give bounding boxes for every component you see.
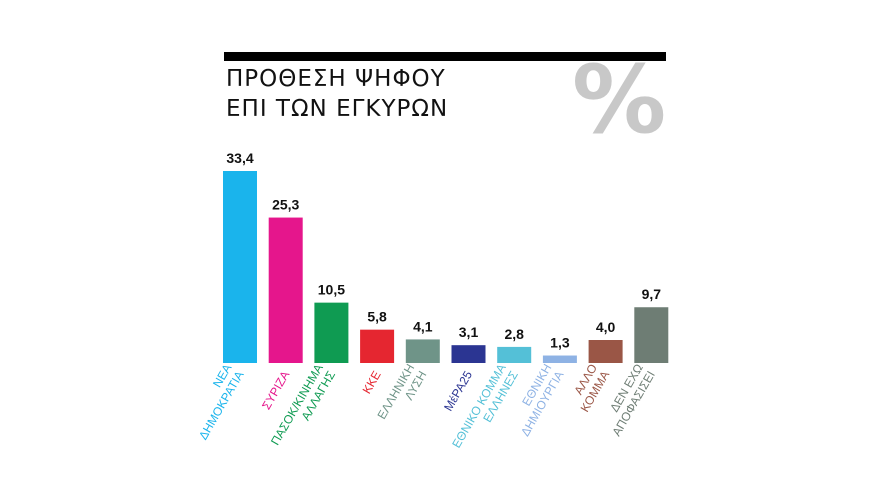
bar-9 xyxy=(634,307,669,363)
value-label-6: 2,8 xyxy=(504,326,524,342)
value-label-4: 4,1 xyxy=(413,318,433,334)
value-label-5: 3,1 xyxy=(459,324,479,340)
category-label-3-line-0: ΚΚΕ xyxy=(360,369,384,397)
bar-6 xyxy=(497,346,532,363)
bar-8 xyxy=(588,340,623,363)
bar-4 xyxy=(405,339,440,363)
bar-2 xyxy=(314,302,349,363)
value-label-9: 9,7 xyxy=(642,286,662,302)
bar-0 xyxy=(223,171,257,363)
value-label-1: 25,3 xyxy=(272,197,299,213)
value-label-2: 10,5 xyxy=(318,282,345,298)
chart-title-line-2: ΕΠΙ ΤΩΝ ΕΓΚΥΡΩΝ xyxy=(226,96,449,122)
bar-5 xyxy=(451,345,486,363)
value-label-8: 4,0 xyxy=(596,319,616,335)
value-label-3: 5,8 xyxy=(367,309,387,325)
value-label-7: 1,3 xyxy=(550,335,570,351)
bar-7 xyxy=(542,355,577,363)
value-label-0: 33,4 xyxy=(226,150,253,166)
header-rule xyxy=(224,52,666,61)
bar-1 xyxy=(268,217,303,363)
bar-3 xyxy=(360,329,395,363)
category-label-3: ΚΚΕ xyxy=(360,369,384,397)
chart-title-line-1: ΠΡΟΘΕΣΗ ΨΗΦΟΥ xyxy=(226,66,446,92)
percent-symbol: % xyxy=(572,46,667,155)
